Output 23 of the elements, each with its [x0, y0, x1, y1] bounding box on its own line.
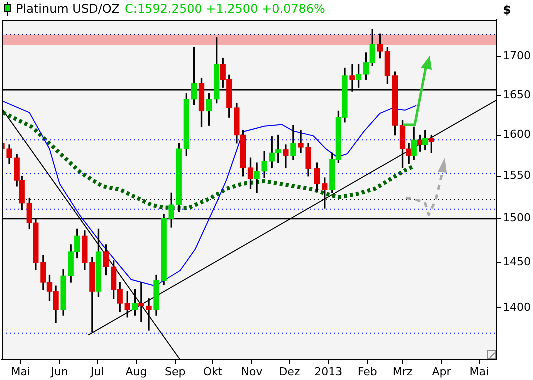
y-tick-label: 1650 [503, 88, 531, 102]
y-tick-label: 1600 [503, 128, 531, 142]
x-tick-label: Dez [279, 365, 300, 378]
x-tick-label: Jul [90, 365, 104, 378]
chart-title: Platinum USD/OZ [16, 2, 120, 16]
x-tick-label: Mai [11, 365, 30, 378]
y-axis-title: $ [503, 3, 512, 17]
x-tick-label: Jun [50, 365, 68, 378]
x-tick-label: Aug [126, 365, 148, 378]
x-tick-label: Okt [203, 365, 224, 378]
x-tick-label: Sep [165, 365, 186, 378]
y-tick-label: 1550 [503, 169, 531, 182]
x-tick-label: Apr [432, 365, 452, 378]
y-tick-label: 1700 [503, 50, 531, 63]
x-tick-label: Feb [358, 365, 378, 378]
x-tick-label: 2013 [314, 365, 343, 378]
y-tick-label: 1500 [503, 212, 531, 225]
x-tick-label: Mai [470, 365, 490, 378]
y-tick-label: 1400 [503, 300, 531, 314]
x-tick-label: Nov [241, 365, 264, 378]
x-tick-label: Mrz [392, 365, 413, 378]
y-tick-label: 1450 [503, 256, 531, 269]
chart-subtitle: C:1592.2500 +1.2500 +0.0786% [125, 2, 326, 16]
